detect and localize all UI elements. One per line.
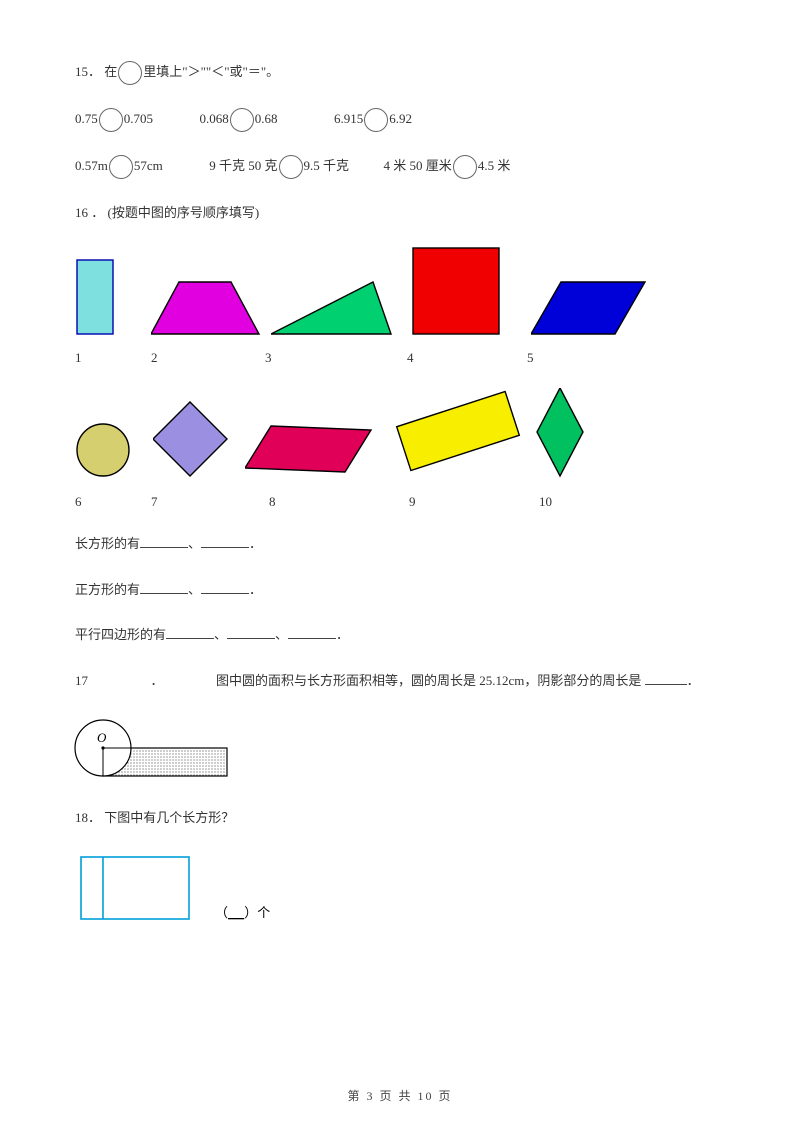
shape-number: 10 xyxy=(539,494,609,510)
shape-rhombus-flat-icon xyxy=(245,388,393,478)
q16-ans2-label: 正方形的有 xyxy=(75,582,140,597)
blank xyxy=(166,624,214,639)
shape-cell xyxy=(531,246,661,336)
q15-r1c1-left: 0.75 xyxy=(75,111,98,126)
q15-row2: 0.57m 57cm 9 千克 50 克 9.5 千克 4 米 50 厘米 4.5 米 xyxy=(75,154,725,179)
blank xyxy=(227,624,275,639)
q15-prompt: 15． 在 里填上"＞""＜"或"＝"。 xyxy=(75,60,725,85)
q17-label: 17 xyxy=(75,673,88,688)
q15-r2c3-left: 4 米 50 厘米 xyxy=(384,158,452,173)
q15-r1c3-right: 6.92 xyxy=(389,111,412,126)
q16-ans-rect: 长方形的有 、 ． xyxy=(75,532,725,555)
q18-text: 下图中有几个长方形？ xyxy=(104,810,234,825)
shape-number: 2 xyxy=(151,350,265,366)
shape-cell xyxy=(393,388,535,478)
q15-r1c2-right: 0.68 xyxy=(255,111,278,126)
period: ． xyxy=(336,627,349,642)
q17-line: 17 ． 图中圆的面积与长方形面积相等，圆的周长是 25.12cm，阴影部分的周… xyxy=(75,669,725,692)
shape-cell xyxy=(75,246,151,336)
shape-number: 3 xyxy=(265,350,407,366)
shape-cell xyxy=(535,388,605,478)
q15-r2c3-right: 4.5 米 xyxy=(478,158,511,173)
q15-r2c1-left: 0.57m xyxy=(75,158,108,173)
q15-r1c2-left: 0.068 xyxy=(200,111,229,126)
q16-shapes-bottom xyxy=(75,388,725,478)
period: ． xyxy=(249,582,262,597)
q15-post: 里填上"＞""＜"或"＝"。 xyxy=(143,64,279,79)
circle-icon xyxy=(279,155,303,179)
q16-prompt-text: (按题中图的序号顺序填写) xyxy=(108,205,260,220)
circle-icon xyxy=(99,108,123,132)
shape-cell xyxy=(75,388,153,478)
blank xyxy=(140,579,188,594)
q15-label: 15． xyxy=(75,64,101,79)
q15-pre: 在 xyxy=(104,64,117,79)
period: ． xyxy=(687,673,700,688)
shape-number: 5 xyxy=(527,350,637,366)
q15-r2c2-right: 9.5 千克 xyxy=(304,158,350,173)
page-content: 15． 在里填上"＞""＜"或"＝"。 0.750.705 0.0680.68 … xyxy=(0,0,800,975)
q16-ans-square: 正方形的有 、 ． xyxy=(75,578,725,601)
q15-r2c2-left: 9 千克 50 克 xyxy=(209,158,277,173)
shape-cell xyxy=(151,246,271,336)
q17-figure: O xyxy=(67,714,725,788)
q16-ans1-label: 长方形的有 xyxy=(75,536,140,551)
sep: 、 xyxy=(214,627,227,642)
q18-rect-icon: （ ）个 xyxy=(77,851,317,931)
blank xyxy=(201,579,249,594)
q16-prompt: 16 ． (按题中图的序号顺序填写) xyxy=(75,201,725,224)
blank xyxy=(645,670,687,685)
q15-r2c1-right: 57cm xyxy=(134,158,163,173)
shape-rect-tilt-icon xyxy=(393,388,535,478)
q17-dot: ． xyxy=(151,673,164,688)
shape-number: 8 xyxy=(269,494,409,510)
shape-rect-icon xyxy=(75,246,151,336)
shape-square-icon xyxy=(411,246,531,336)
q16-ans3-label: 平行四边形的有 xyxy=(75,627,166,642)
q18-prompt: 18． 下图中有几个长方形？ xyxy=(75,806,725,829)
shape-cell xyxy=(153,388,245,478)
shape-triangle-icon xyxy=(271,246,411,336)
shape-number: 9 xyxy=(409,494,539,510)
blank xyxy=(201,533,249,548)
shape-number: 4 xyxy=(407,350,527,366)
sep: 、 xyxy=(275,627,288,642)
q16-ans-para: 平行四边形的有 、 、 ． xyxy=(75,623,725,646)
q18-answer-text: （ ）个 xyxy=(215,905,270,920)
period: ． xyxy=(249,536,262,551)
blank xyxy=(140,533,188,548)
shape-number: 7 xyxy=(151,494,269,510)
q16-nums-top: 12345 xyxy=(75,350,725,366)
q16-label: 16 ． xyxy=(75,205,104,220)
sep: 、 xyxy=(188,536,201,551)
q15-r1c3-left: 6.915 xyxy=(334,111,363,126)
sep: 、 xyxy=(188,582,201,597)
shape-trapezoid-icon xyxy=(151,246,271,336)
shape-number: 1 xyxy=(75,350,151,366)
circle-icon xyxy=(109,155,133,179)
q18-label: 18． xyxy=(75,810,101,825)
q17-circle-rect-icon: O xyxy=(67,714,267,784)
shape-parallelogram-icon xyxy=(531,246,661,336)
q16-nums-bottom: 678910 xyxy=(75,494,725,510)
q17-text: 图中圆的面积与长方形面积相等，圆的周长是 25.12cm，阴影部分的周长是 xyxy=(216,673,641,688)
q15-r1c1-right: 0.705 xyxy=(124,111,153,126)
q16-shapes-top xyxy=(75,246,725,336)
q15-row1: 0.75 0.705 0.068 0.68 6.915 6.92 xyxy=(75,107,725,132)
q18-figure: （ ）个 xyxy=(77,851,725,935)
blank xyxy=(288,624,336,639)
shape-diamond-icon xyxy=(153,388,245,478)
page-footer: 第 3 页 共 10 页 xyxy=(0,1087,800,1104)
shape-cell xyxy=(245,388,393,478)
circle-icon xyxy=(364,108,388,132)
circle-icon xyxy=(230,108,254,132)
shape-diamond-tall-icon xyxy=(535,388,605,478)
circle-icon xyxy=(453,155,477,179)
q17-o-label: O xyxy=(97,730,107,745)
q15-blank-circle-icon xyxy=(118,61,142,85)
shape-number: 6 xyxy=(75,494,151,510)
shape-cell xyxy=(271,246,411,336)
shape-cell xyxy=(411,246,531,336)
shape-circle-icon xyxy=(75,388,153,478)
